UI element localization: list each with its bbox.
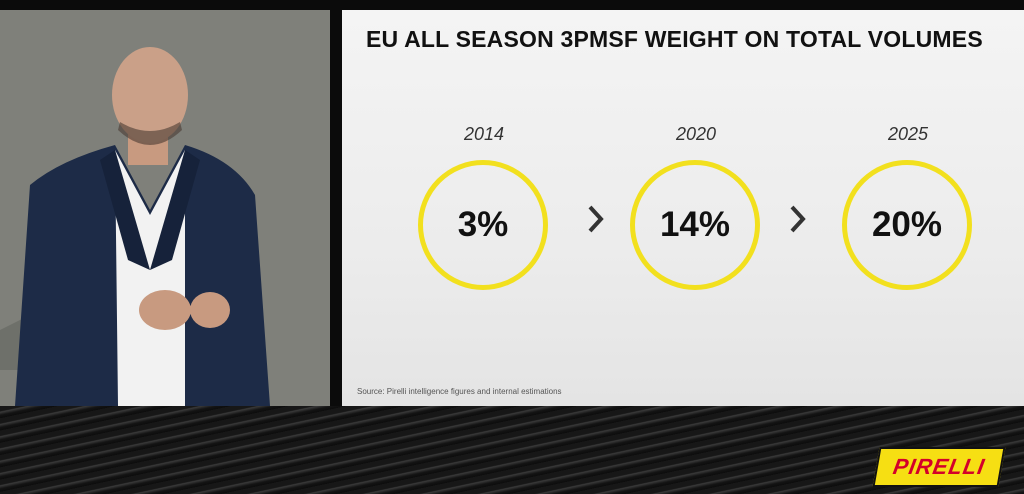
chevron-right-icon [790, 205, 806, 233]
year-label-2025: 2025 [887, 124, 929, 144]
value-2020: 14% [659, 205, 731, 244]
pirelli-logo: PIRELLI [872, 447, 1006, 487]
milestone-row: 2014 3% 2020 14% 2025 20% [342, 110, 1024, 310]
year-label-2014: 2014 [463, 124, 505, 144]
logo-text: PIRELLI [891, 454, 987, 479]
year-label-2020: 2020 [675, 124, 717, 144]
slide-title: EU ALL SEASON 3PMSF WEIGHT ON TOTAL VOLU… [366, 26, 983, 52]
source-note: Source: Pirelli intelligence figures and… [357, 387, 562, 396]
stage-floor-graphic [0, 406, 1024, 494]
value-2025: 20% [871, 205, 943, 244]
presentation-slide: EU ALL SEASON 3PMSF WEIGHT ON TOTAL VOLU… [342, 10, 1024, 406]
speaker-video-feed [0, 10, 330, 406]
chevron-right-icon [588, 205, 604, 233]
value-2014: 3% [457, 205, 509, 244]
value-circle-2025: 20% [842, 160, 972, 290]
value-circle-2014: 3% [418, 160, 548, 290]
presenter-figure [0, 10, 330, 406]
value-circle-2020: 14% [630, 160, 760, 290]
